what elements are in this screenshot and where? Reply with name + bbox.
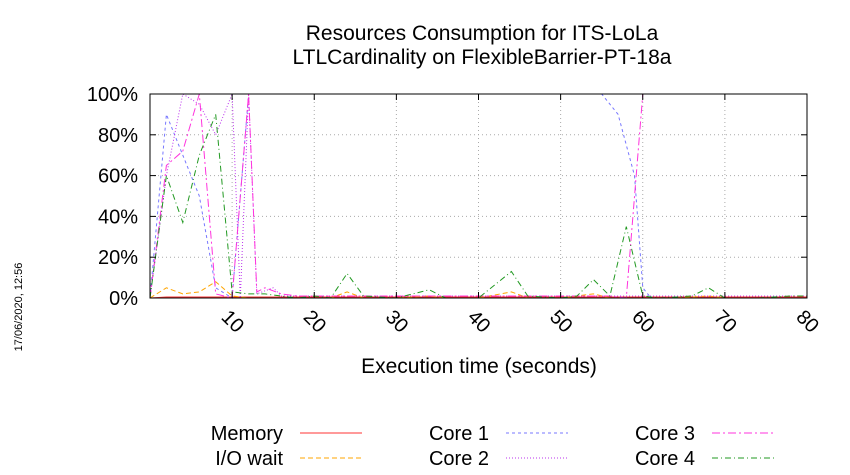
legend-label: Core 3 xyxy=(635,423,695,445)
timestamp: 17/06/2020, 12:56 xyxy=(13,263,25,352)
series-line-memory xyxy=(149,296,807,299)
x-tick-label: 30 xyxy=(381,306,412,337)
y-tick-label: 20% xyxy=(98,247,138,269)
x-tick-label: 20 xyxy=(299,306,330,337)
y-tick-label: 40% xyxy=(98,206,138,228)
x-tick-label: 60 xyxy=(627,306,658,337)
series-lines xyxy=(149,93,807,299)
x-axis-label: Execution time (seconds) xyxy=(361,355,597,378)
y-tick-label: 60% xyxy=(98,166,138,188)
grid xyxy=(150,94,807,298)
x-tick-label: 50 xyxy=(545,306,576,337)
y-tick-label: 0% xyxy=(109,288,138,310)
x-tick-label: 10 xyxy=(217,306,248,337)
series-line-core-1 xyxy=(149,93,807,299)
legend-label: Memory xyxy=(211,423,283,445)
legend-label: Core 4 xyxy=(635,448,695,470)
y-tick-label: 80% xyxy=(98,125,138,147)
legend-label: Core 2 xyxy=(429,448,489,470)
x-tick-label: 80 xyxy=(792,306,823,337)
series-line-core-3 xyxy=(149,93,807,299)
legend-label: Core 1 xyxy=(429,423,489,445)
x-axis-ticks: 10 20 30 40 50 60 70 80 xyxy=(217,94,823,337)
legend: Memory I/O wait Core 1 Core 2 Core 3 Core 4 xyxy=(211,423,774,470)
y-tick-label: 100% xyxy=(87,84,138,106)
x-tick-label: 40 xyxy=(463,306,494,337)
plot-frame xyxy=(149,93,808,299)
chart-title: Resources Consumption for ITS-LoLa xyxy=(306,22,659,45)
legend-label: I/O wait xyxy=(215,448,283,470)
series-line-core-2 xyxy=(149,93,807,299)
y-axis-ticks: 0% 20% 40% 60% 80% 100% xyxy=(87,84,807,310)
chart-subtitle: LTLCardinality on FlexibleBarrier-PT-18a xyxy=(293,46,672,69)
x-tick-label: 70 xyxy=(709,306,740,337)
